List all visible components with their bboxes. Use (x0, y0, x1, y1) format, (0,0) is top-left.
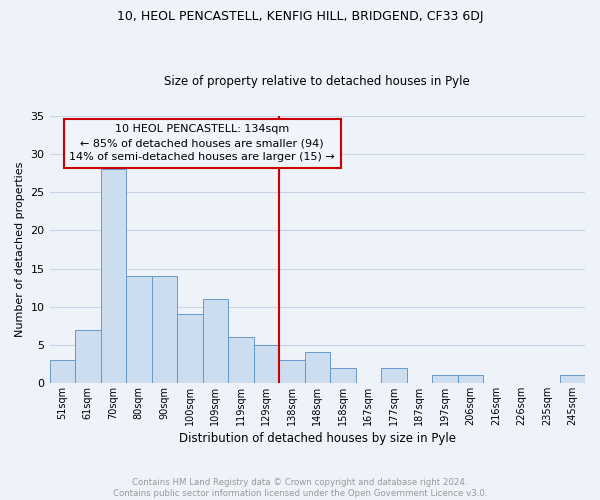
Bar (203, 299, 228, 383)
Bar (177, 314, 203, 383)
Bar (432, 376, 458, 383)
Bar (279, 360, 305, 383)
Bar (330, 368, 356, 383)
Bar (228, 337, 254, 383)
Bar (50, 360, 75, 383)
Text: 10, HEOL PENCASTELL, KENFIG HILL, BRIDGEND, CF33 6DJ: 10, HEOL PENCASTELL, KENFIG HILL, BRIDGE… (117, 10, 483, 23)
Bar (101, 170, 126, 383)
Bar (458, 376, 483, 383)
Text: 10 HEOL PENCASTELL: 134sqm
← 85% of detached houses are smaller (94)
14% of semi: 10 HEOL PENCASTELL: 134sqm ← 85% of deta… (69, 124, 335, 162)
Title: Size of property relative to detached houses in Pyle: Size of property relative to detached ho… (164, 76, 470, 88)
Y-axis label: Number of detached properties: Number of detached properties (15, 162, 25, 337)
Bar (152, 276, 177, 383)
Bar (305, 352, 330, 383)
Bar (560, 376, 585, 383)
Text: Contains HM Land Registry data © Crown copyright and database right 2024.
Contai: Contains HM Land Registry data © Crown c… (113, 478, 487, 498)
Bar (381, 368, 407, 383)
Bar (75, 330, 101, 383)
Bar (126, 276, 152, 383)
Bar (254, 345, 279, 383)
X-axis label: Distribution of detached houses by size in Pyle: Distribution of detached houses by size … (179, 432, 456, 445)
